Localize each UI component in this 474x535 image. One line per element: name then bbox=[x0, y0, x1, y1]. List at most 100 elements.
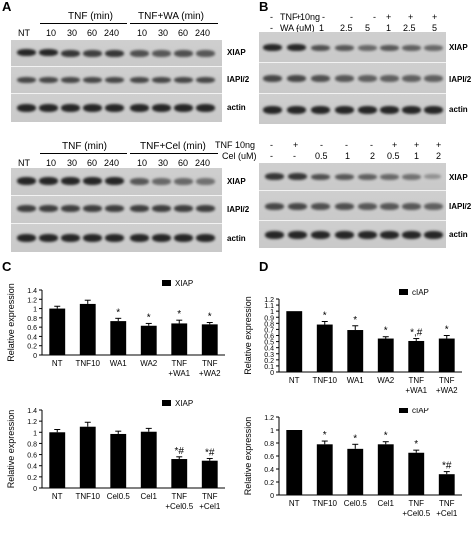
significance-mark: *,# bbox=[410, 328, 423, 339]
chart-c-bottom: 0 0.2 0.4 0.6 0.8 1 1.2 1.4 Relative expression X… bbox=[6, 399, 225, 511]
lane-label: 240 bbox=[195, 158, 211, 168]
y-tick-label: 1.2 bbox=[264, 297, 274, 304]
bar bbox=[201, 324, 218, 355]
legend-swatch bbox=[399, 408, 408, 413]
treatment-sign: - bbox=[322, 12, 325, 22]
x-tick-label: TNF bbox=[171, 359, 187, 368]
significance-mark: * bbox=[208, 312, 212, 323]
bar bbox=[438, 338, 455, 372]
y-tick-label: 0.5 bbox=[264, 340, 274, 347]
treatment-value: 5 bbox=[432, 23, 438, 33]
y-tick-label: 1.4 bbox=[27, 288, 37, 295]
y-tick-label: 1 bbox=[270, 309, 274, 316]
protein-label: XIAP bbox=[227, 48, 246, 57]
western-blot bbox=[259, 163, 446, 248]
tnf-row-label: TNF 10ng bbox=[280, 12, 321, 22]
treatment-value: 0.5 bbox=[387, 151, 400, 161]
significance-mark: * bbox=[323, 311, 327, 322]
lane-label: 240 bbox=[195, 28, 211, 38]
x-tick-label: +WA1 bbox=[168, 369, 190, 378]
treatment-value: - bbox=[296, 23, 299, 33]
group-label-tnf-min: TNF (min) bbox=[62, 141, 107, 152]
y-tick-label: 0.9 bbox=[264, 315, 274, 322]
bar bbox=[347, 330, 364, 372]
x-tick-label: WA1 bbox=[347, 376, 365, 385]
legend-label: cIAP bbox=[412, 408, 429, 415]
bar bbox=[377, 444, 394, 495]
legend-swatch bbox=[162, 280, 171, 286]
y-axis-label: Relative expression bbox=[6, 283, 16, 362]
y-tick-label: 0 bbox=[270, 370, 274, 377]
legend-label: XIAP bbox=[175, 399, 193, 408]
protein-label: XIAP bbox=[227, 177, 246, 186]
wa-row-label: WA (uM) bbox=[280, 23, 315, 33]
bar bbox=[408, 340, 425, 372]
treatment-value: - bbox=[270, 151, 273, 161]
panel-letter-c: C bbox=[2, 259, 12, 274]
treatment-sign: - bbox=[320, 140, 323, 150]
treatment-value: 5 bbox=[365, 23, 371, 33]
treatment-value: 1 bbox=[414, 151, 420, 161]
group-label-tnf-min: TNF (min) bbox=[68, 11, 113, 22]
bar bbox=[347, 448, 364, 495]
protein-label: IAPI/2 bbox=[227, 205, 250, 214]
treatment-value: 0.5 bbox=[315, 151, 328, 161]
y-axis-label: Relative expression bbox=[243, 417, 253, 496]
protein-label: XIAP bbox=[449, 173, 468, 182]
bar bbox=[171, 459, 188, 488]
y-tick-label: 0.6 bbox=[27, 325, 37, 332]
treatment-sign: - bbox=[270, 12, 273, 22]
cel-row-label: Cel (uM) bbox=[222, 151, 257, 161]
bar bbox=[201, 460, 218, 488]
treatment-sign: - bbox=[270, 140, 273, 150]
panel-letter-b: B bbox=[259, 0, 269, 14]
treatment-sign: + bbox=[436, 140, 442, 150]
chart-d-top: 00.10.20.30.40.50.60.70.80.911.11.2 Relat… bbox=[243, 288, 462, 395]
y-tick-label: 1.2 bbox=[27, 419, 37, 426]
panel-letter-d: D bbox=[259, 259, 269, 274]
bar bbox=[438, 474, 455, 495]
x-tick-label: TNF10 bbox=[313, 499, 338, 508]
y-tick-label: 1.4 bbox=[27, 408, 37, 415]
treatment-sign: + bbox=[293, 140, 299, 150]
treatment-value: - bbox=[270, 23, 273, 33]
treatment-sign: + bbox=[296, 12, 302, 22]
lane-label: 10 bbox=[46, 158, 57, 168]
treatment-sign: + bbox=[414, 140, 420, 150]
x-tick-label: +WA2 bbox=[436, 386, 458, 395]
significance-mark: * bbox=[323, 430, 327, 441]
lane-label: NT bbox=[18, 28, 30, 38]
y-tick-label: 0.1 bbox=[264, 364, 274, 371]
x-tick-label: WA2 bbox=[377, 376, 395, 385]
x-tick-label: +Cel1 bbox=[436, 509, 458, 518]
significance-mark: * bbox=[445, 325, 449, 336]
lane-label: 30 bbox=[67, 158, 78, 168]
y-tick-label: 1 bbox=[33, 430, 37, 437]
lane-label: 60 bbox=[178, 158, 189, 168]
treatment-value: 2 bbox=[370, 151, 376, 161]
x-tick-label: Cel1 bbox=[378, 499, 395, 508]
treatment-value: 2 bbox=[436, 151, 442, 161]
y-tick-label: 0.4 bbox=[27, 334, 37, 341]
x-tick-label: +WA1 bbox=[405, 386, 427, 395]
y-tick-label: 0 bbox=[33, 353, 37, 360]
x-tick-label: Cel0.5 bbox=[107, 492, 131, 501]
significance-mark: * bbox=[353, 433, 357, 444]
significance-mark: * bbox=[384, 326, 388, 337]
x-tick-label: TNF bbox=[202, 492, 218, 501]
y-tick-label: 1 bbox=[33, 307, 37, 314]
lane-label: 30 bbox=[158, 28, 169, 38]
protein-label: actin bbox=[449, 230, 468, 239]
bar bbox=[79, 303, 96, 355]
lane-label: 10 bbox=[46, 28, 57, 38]
y-tick-label: 0.2 bbox=[27, 475, 37, 482]
significance-mark: * bbox=[177, 309, 181, 320]
panel-letter-a: A bbox=[2, 0, 12, 14]
x-tick-label: TNF10 bbox=[76, 359, 101, 368]
significance-mark: * bbox=[353, 315, 357, 326]
bar bbox=[49, 432, 66, 488]
bar bbox=[171, 323, 188, 355]
legend-swatch bbox=[162, 400, 171, 406]
significance-mark: *# bbox=[442, 461, 452, 472]
x-tick-label: WA1 bbox=[110, 359, 128, 368]
